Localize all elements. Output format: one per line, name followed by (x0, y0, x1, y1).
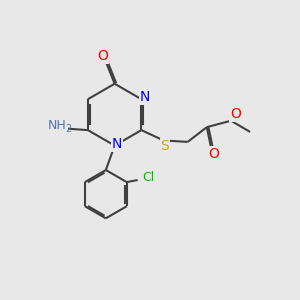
Text: Cl: Cl (142, 171, 155, 184)
Text: N: N (112, 137, 122, 151)
Text: 2: 2 (66, 124, 72, 134)
Text: N: N (140, 90, 150, 104)
Text: S: S (160, 139, 169, 153)
Text: O: O (209, 147, 220, 161)
Text: NH: NH (48, 118, 67, 132)
Text: O: O (230, 107, 241, 121)
Text: O: O (97, 50, 108, 63)
